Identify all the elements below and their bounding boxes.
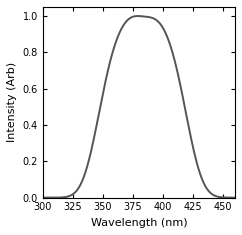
X-axis label: Wavelength (nm): Wavelength (nm) [91, 218, 187, 228]
Y-axis label: Intensity (Arb): Intensity (Arb) [7, 62, 17, 142]
